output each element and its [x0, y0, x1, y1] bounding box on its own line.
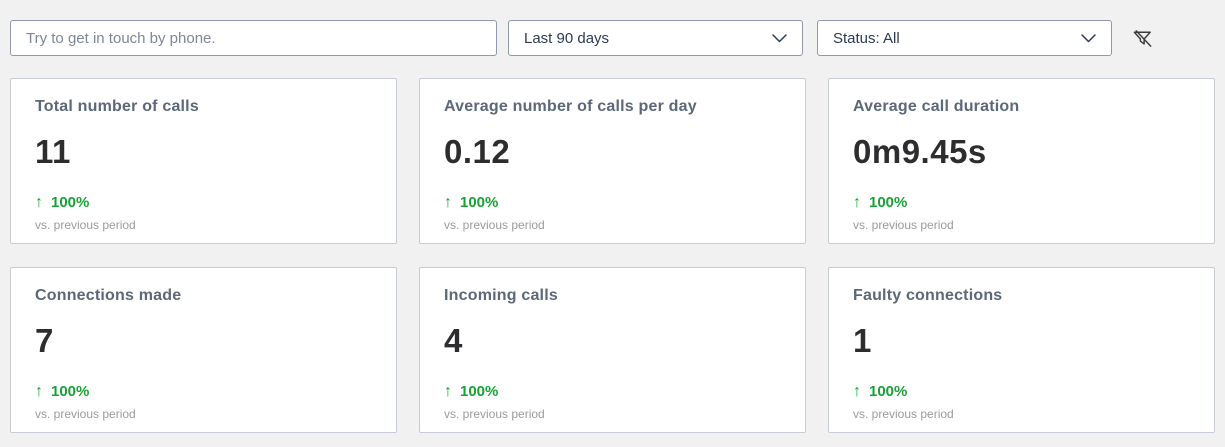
- stat-delta: ↑ 100%: [853, 383, 1190, 400]
- stat-caption: vs. previous period: [35, 218, 136, 232]
- stat-card-avg-call-duration: Average call duration 0m9.45s ↑ 100% vs.…: [828, 78, 1215, 244]
- stat-value: 0m9.45s: [853, 133, 987, 170]
- stat-title: Average call duration: [853, 98, 1020, 115]
- status-filter-value: Status: All: [833, 29, 900, 47]
- up-arrow-icon: ↑: [853, 193, 861, 211]
- stat-delta: ↑ 100%: [444, 383, 781, 400]
- stat-value: 4: [444, 322, 463, 359]
- stat-delta-value: 100%: [460, 383, 499, 400]
- stat-delta-value: 100%: [51, 194, 90, 211]
- stat-caption: vs. previous period: [853, 407, 954, 421]
- stat-title: Average number of calls per day: [444, 98, 697, 115]
- stat-value: 11: [35, 133, 71, 170]
- chevron-down-icon: [1081, 33, 1096, 43]
- stat-caption: vs. previous period: [444, 218, 545, 232]
- date-range-value: Last 90 days: [524, 29, 610, 47]
- stat-card-total-calls: Total number of calls 11 ↑ 100% vs. prev…: [10, 78, 397, 244]
- stat-card-faulty-connections: Faulty connections 1 ↑ 100% vs. previous…: [828, 267, 1215, 433]
- clear-filters-button[interactable]: [1129, 25, 1156, 52]
- stat-value: 7: [35, 322, 54, 359]
- stat-delta-value: 100%: [51, 383, 90, 400]
- stat-delta: ↑ 100%: [444, 194, 781, 211]
- up-arrow-icon: ↑: [444, 193, 452, 211]
- stat-delta-value: 100%: [869, 194, 908, 211]
- stat-title: Faulty connections: [853, 287, 1003, 304]
- stat-value: 1: [853, 322, 872, 359]
- stat-delta-value: 100%: [460, 194, 499, 211]
- up-arrow-icon: ↑: [35, 193, 43, 211]
- search-input[interactable]: [10, 20, 497, 56]
- filters-toolbar: Last 90 days Status: All: [0, 0, 1225, 56]
- stat-value: 0.12: [444, 133, 511, 170]
- up-arrow-icon: ↑: [444, 382, 452, 400]
- stat-delta: ↑ 100%: [853, 194, 1190, 211]
- stat-delta-value: 100%: [869, 383, 908, 400]
- stat-title: Incoming calls: [444, 287, 558, 304]
- stat-caption: vs. previous period: [35, 407, 136, 421]
- stat-card-avg-calls-per-day: Average number of calls per day 0.12 ↑ 1…: [419, 78, 806, 244]
- stat-delta: ↑ 100%: [35, 194, 372, 211]
- chevron-down-icon: [772, 33, 787, 43]
- stat-title: Total number of calls: [35, 98, 199, 115]
- stat-title: Connections made: [35, 287, 182, 304]
- stat-card-connections-made: Connections made 7 ↑ 100% vs. previous p…: [10, 267, 397, 433]
- up-arrow-icon: ↑: [853, 382, 861, 400]
- stat-card-incoming-calls: Incoming calls 4 ↑ 100% vs. previous per…: [419, 267, 806, 433]
- status-filter-dropdown[interactable]: Status: All: [817, 20, 1112, 56]
- stat-caption: vs. previous period: [444, 407, 545, 421]
- date-range-dropdown[interactable]: Last 90 days: [508, 20, 803, 56]
- stats-grid: Total number of calls 11 ↑ 100% vs. prev…: [10, 78, 1215, 433]
- filter-off-icon: [1131, 27, 1154, 50]
- stat-caption: vs. previous period: [853, 218, 954, 232]
- up-arrow-icon: ↑: [35, 382, 43, 400]
- stat-delta: ↑ 100%: [35, 383, 372, 400]
